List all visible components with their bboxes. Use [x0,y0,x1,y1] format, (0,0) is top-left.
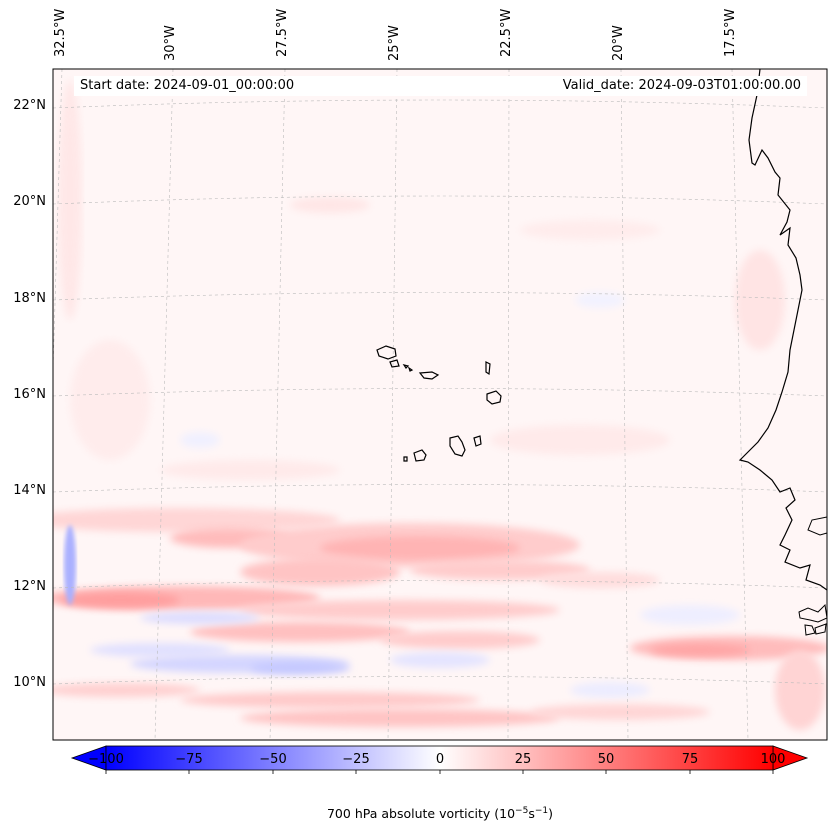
lat-tick-22n: 22°N [13,98,46,113]
africa-coastline [738,69,827,591]
vorticity-field [53,80,827,730]
lat-tick-18n: 18°N [13,291,46,306]
cb-tick--75: −75 [175,752,203,767]
map-background [53,69,827,740]
cb-tick--50: −50 [259,752,287,767]
start-date-label: Start date: 2024-09-01_00:00:00 [74,76,301,96]
gridlines [53,69,827,740]
lat-tick-16n: 16°N [13,387,46,402]
lat-tick-10n: 10°N [13,675,46,690]
colorbar-label-main: 700 hPa absolute vorticity (10 [326,806,516,822]
colorbar-label-exp1: −5 [515,806,529,816]
lat-tick-14n: 14°N [13,483,46,498]
lat-tick-12n: 12°N [13,579,46,594]
colorbar-label-end: ) [548,806,553,822]
colorbar [70,745,809,774]
cb-tick-50: 50 [597,752,615,767]
cb-tick--100: −100 [88,752,124,767]
lat-tick-20n: 20°N [13,194,46,209]
cape-verde-islands [376,345,502,462]
cb-tick-0: 0 [435,752,445,767]
colorbar-label-exp2: −1 [534,806,549,816]
colorbar-label-mid: s [528,806,535,822]
cb-tick--25: −25 [342,752,370,767]
cb-tick-75: 75 [681,752,699,767]
colorbar-label: 700 hPa absolute vorticity (10−5s−1) [0,806,837,821]
valid-date-label: Valid_date: 2024-09-03T01:00:00.00 [556,76,807,96]
colorbar-gradient [105,745,774,771]
cb-tick-25: 25 [514,752,532,767]
cb-tick-100: 100 [760,752,786,767]
map-frame [52,68,828,741]
